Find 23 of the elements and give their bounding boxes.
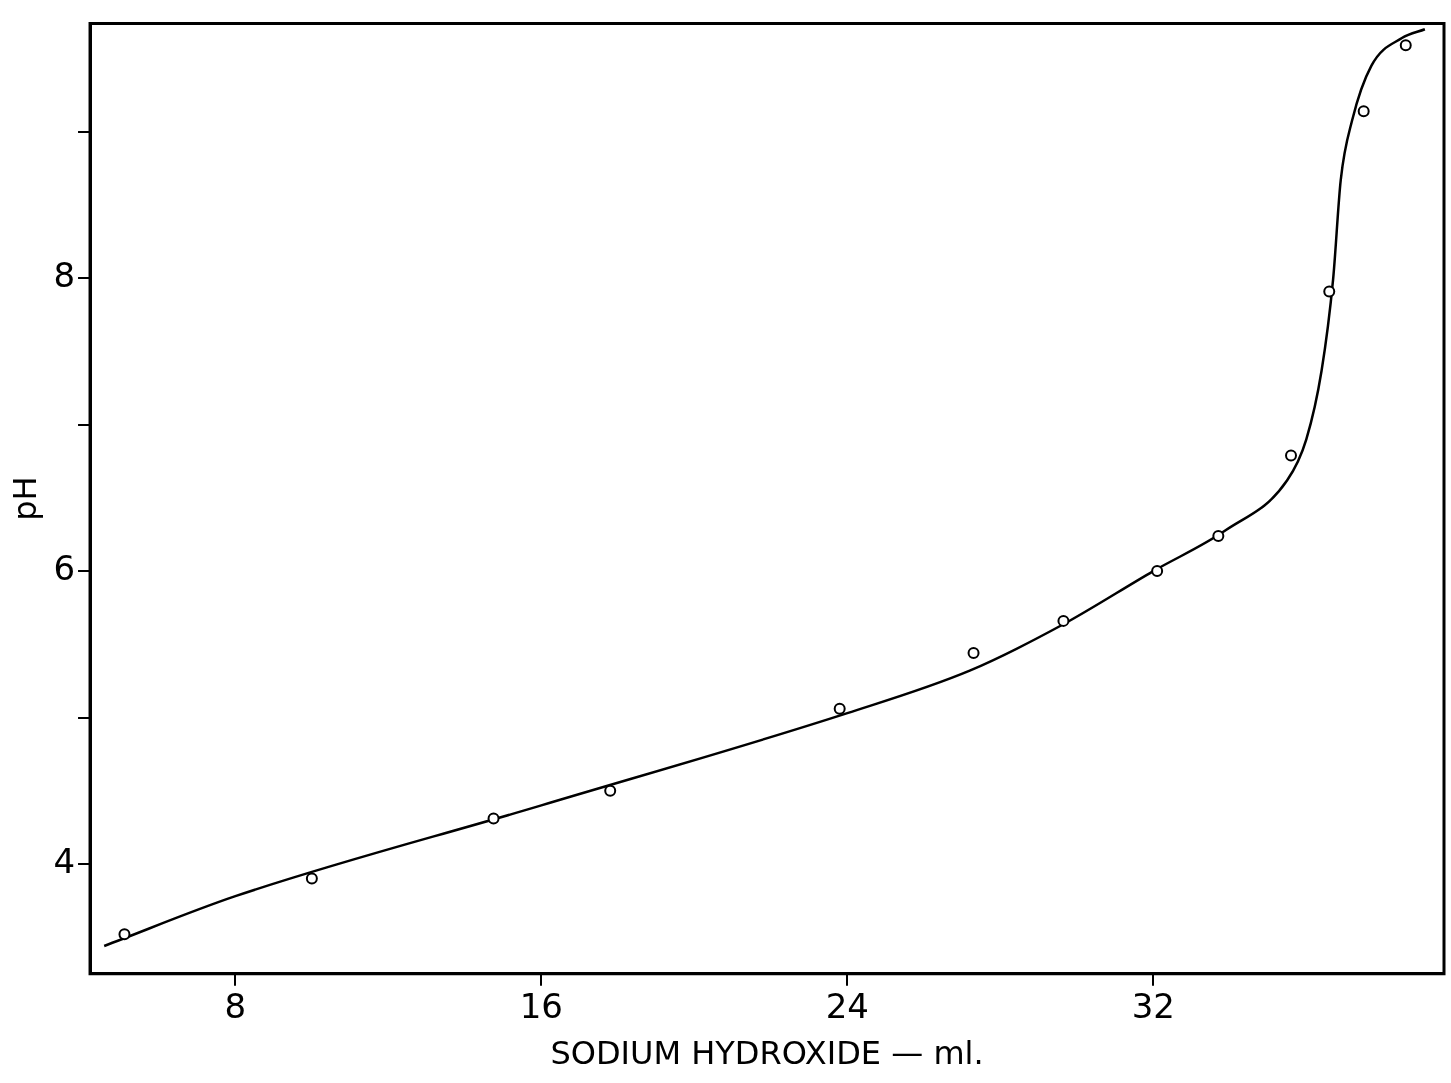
- point: [967, 647, 980, 660]
- y-axis-title: pH: [5, 476, 44, 521]
- y-tick-label: 6: [53, 547, 76, 588]
- line-series: [102, 28, 1427, 948]
- x-tick-label: 24: [825, 986, 869, 1027]
- point: [487, 812, 500, 825]
- x-tick-label: 16: [519, 986, 563, 1027]
- point: [1357, 105, 1370, 118]
- point: [118, 928, 131, 941]
- y-tick-label: 8: [53, 255, 76, 296]
- point: [1399, 39, 1412, 52]
- x-tick-label: 8: [224, 986, 247, 1027]
- point: [1151, 565, 1164, 578]
- point: [833, 702, 846, 715]
- point: [604, 784, 617, 797]
- x-axis-title: SODIUM HYDROXIDE — ml.: [550, 1034, 984, 1073]
- y-tick-label: 4: [53, 840, 76, 881]
- point: [1323, 285, 1336, 298]
- point: [1057, 614, 1070, 627]
- x-tick-label: 32: [1131, 986, 1175, 1027]
- point: [305, 872, 318, 885]
- point: [1212, 529, 1225, 542]
- point: [1285, 449, 1298, 462]
